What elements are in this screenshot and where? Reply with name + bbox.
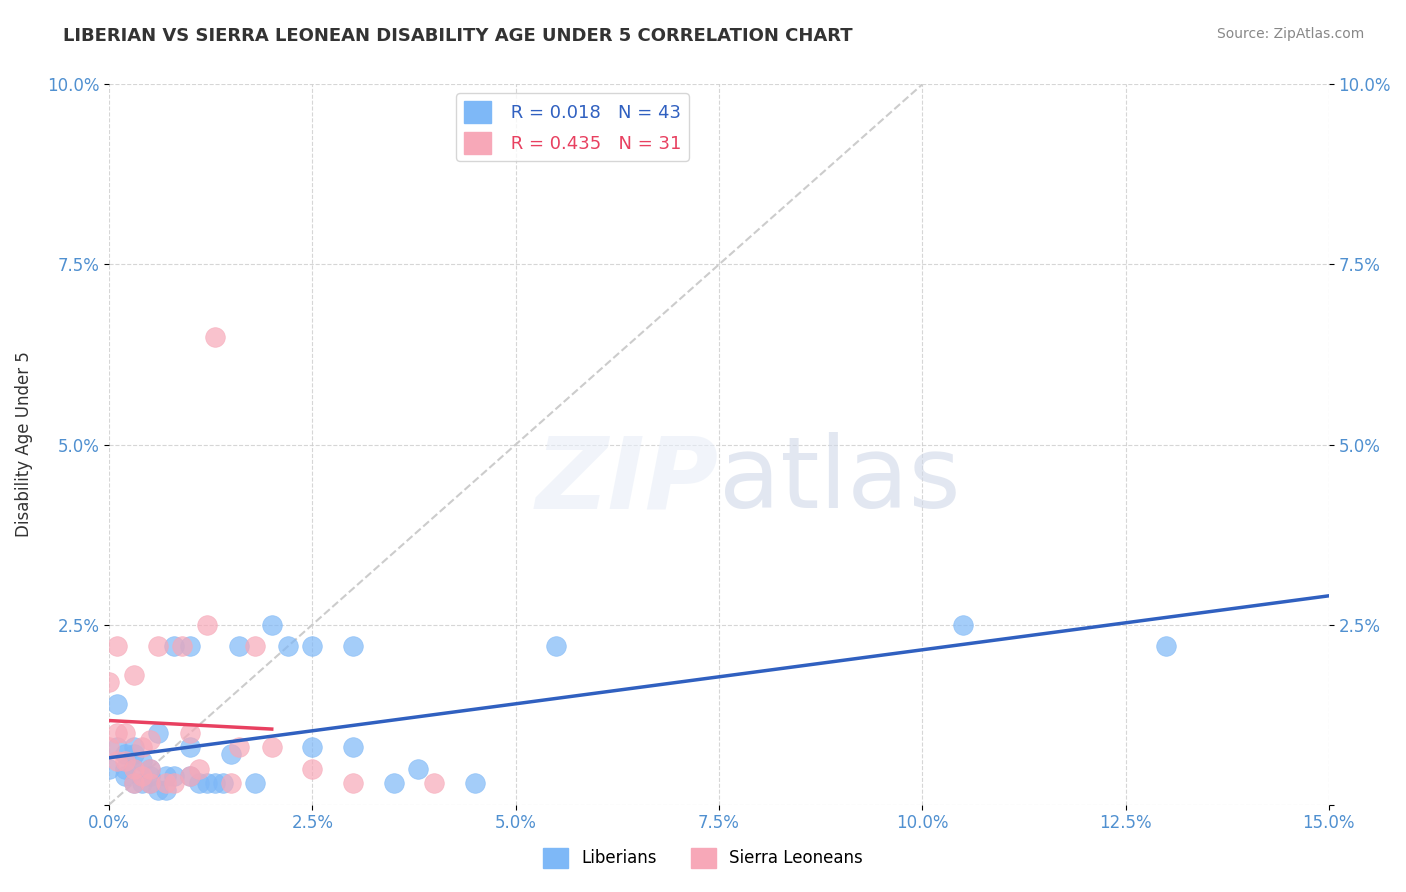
Point: [245, 776, 267, 790]
Point: [179, 769, 201, 783]
Point: [122, 776, 145, 790]
Text: Source: ZipAtlas.com: Source: ZipAtlas.com: [1216, 27, 1364, 41]
Text: atlas: atlas: [718, 432, 960, 529]
Point: [139, 732, 162, 747]
Point: [301, 740, 323, 755]
Point: [105, 755, 128, 769]
Point: [163, 639, 186, 653]
Point: [139, 762, 162, 776]
Point: [342, 740, 364, 755]
Point: [98, 740, 121, 755]
Point: [1154, 639, 1177, 653]
Point: [228, 639, 250, 653]
Point: [204, 776, 226, 790]
Point: [114, 755, 136, 769]
Point: [187, 762, 209, 776]
Point: [219, 747, 242, 762]
Point: [131, 776, 153, 790]
Point: [464, 776, 486, 790]
Point: [195, 617, 218, 632]
Point: [139, 769, 162, 783]
Point: [406, 762, 429, 776]
Point: [423, 776, 446, 790]
Point: [172, 639, 194, 653]
Point: [155, 769, 177, 783]
Text: ZIP: ZIP: [536, 432, 718, 529]
Point: [146, 639, 169, 653]
Point: [155, 783, 177, 797]
Point: [163, 776, 186, 790]
Point: [163, 769, 186, 783]
Point: [114, 747, 136, 762]
Point: [260, 740, 283, 755]
Point: [204, 329, 226, 343]
Point: [219, 776, 242, 790]
Point: [105, 639, 128, 653]
Point: [98, 675, 121, 690]
Legend: Liberians, Sierra Leoneans: Liberians, Sierra Leoneans: [537, 841, 869, 875]
Text: LIBERIAN VS SIERRA LEONEAN DISABILITY AGE UNDER 5 CORRELATION CHART: LIBERIAN VS SIERRA LEONEAN DISABILITY AG…: [63, 27, 853, 45]
Point: [155, 776, 177, 790]
Point: [212, 776, 235, 790]
Point: [382, 776, 405, 790]
Point: [131, 755, 153, 769]
Point: [301, 639, 323, 653]
Point: [260, 617, 283, 632]
Point: [131, 769, 153, 783]
Point: [122, 668, 145, 682]
Point: [187, 776, 209, 790]
Point: [546, 639, 568, 653]
Point: [114, 725, 136, 739]
Y-axis label: Disability Age Under 5: Disability Age Under 5: [15, 351, 32, 538]
Point: [179, 769, 201, 783]
Point: [179, 639, 201, 653]
Point: [131, 740, 153, 755]
Point: [122, 762, 145, 776]
Point: [146, 725, 169, 739]
Point: [122, 762, 145, 776]
Point: [114, 762, 136, 776]
Point: [122, 740, 145, 755]
Point: [277, 639, 299, 653]
Point: [195, 776, 218, 790]
Point: [952, 617, 974, 632]
Point: [301, 762, 323, 776]
Point: [122, 776, 145, 790]
Point: [105, 697, 128, 711]
Point: [342, 639, 364, 653]
Legend:  R = 0.018   N = 43,  R = 0.435   N = 31: R = 0.018 N = 43, R = 0.435 N = 31: [457, 94, 689, 161]
Point: [342, 776, 364, 790]
Point: [114, 769, 136, 783]
Point: [245, 639, 267, 653]
Point: [139, 776, 162, 790]
Point: [179, 740, 201, 755]
Point: [122, 747, 145, 762]
Point: [228, 740, 250, 755]
Point: [98, 762, 121, 776]
Point: [105, 740, 128, 755]
Point: [105, 725, 128, 739]
Point: [146, 783, 169, 797]
Point: [179, 725, 201, 739]
Point: [139, 762, 162, 776]
Point: [139, 776, 162, 790]
